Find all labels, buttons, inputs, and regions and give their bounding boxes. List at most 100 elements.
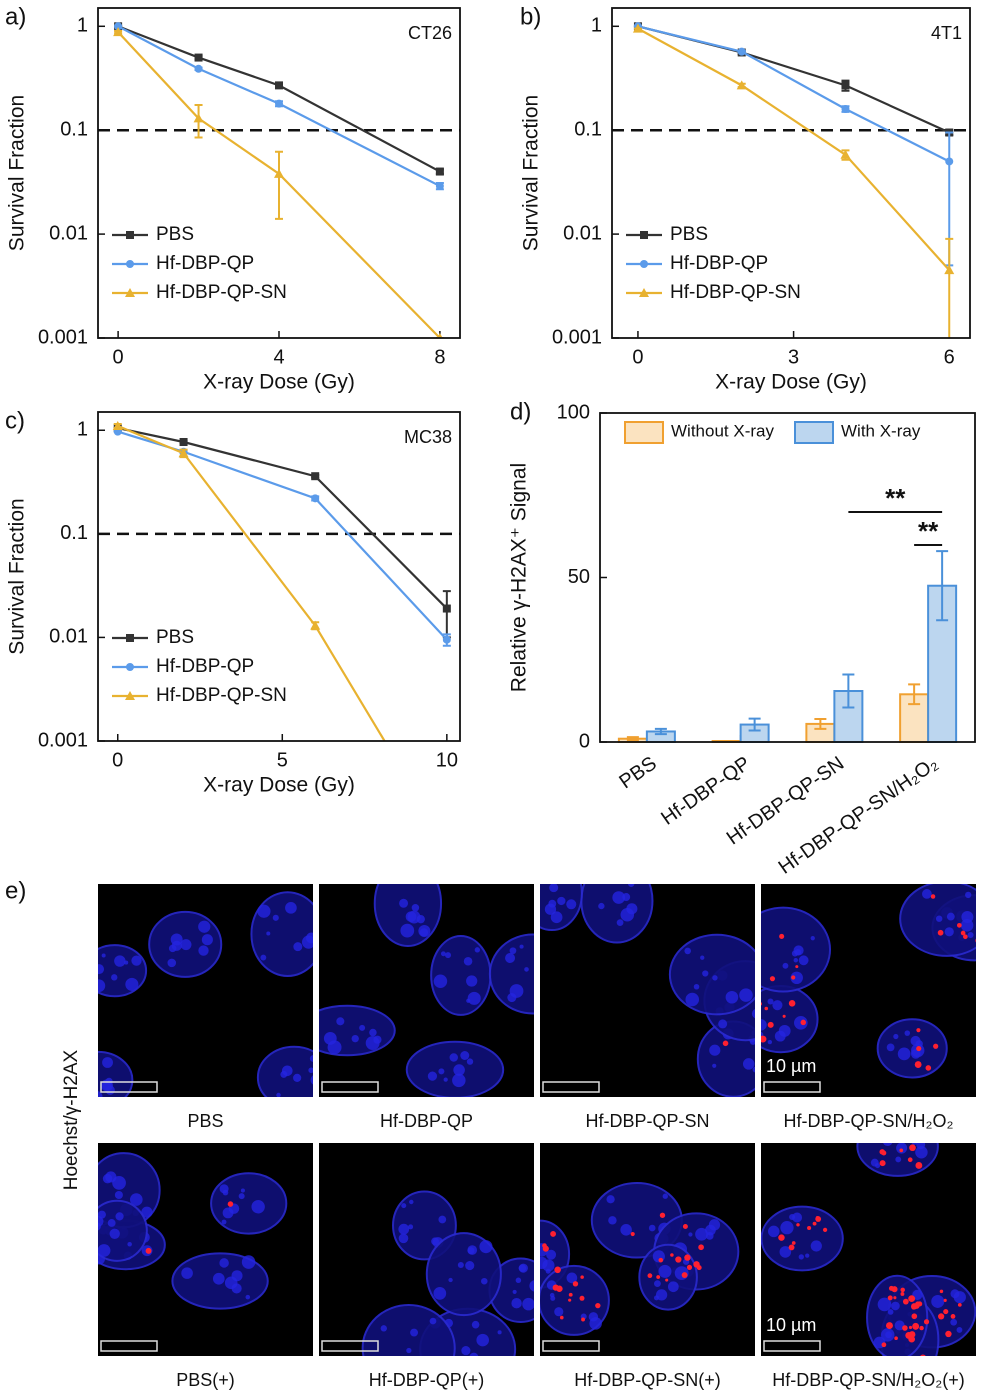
foci [879, 1149, 885, 1155]
x-axis-label: X-ray Dose (Gy) [203, 774, 355, 797]
foci [791, 1241, 796, 1245]
foci [912, 1322, 920, 1330]
chromatin [427, 1071, 438, 1081]
legend-swatch [794, 421, 834, 444]
chromatin [198, 920, 211, 933]
chromatin [685, 992, 700, 1007]
marker [125, 288, 135, 297]
micrograph [761, 884, 992, 1097]
chromatin [431, 1237, 440, 1246]
caption: PBS(+) [176, 1370, 235, 1390]
chromatin [429, 1317, 437, 1325]
chromatin [465, 1260, 475, 1271]
foci [559, 1315, 564, 1320]
scale-bar-label: 10 µm [766, 1056, 816, 1076]
nucleus [638, 1243, 698, 1311]
marker [275, 99, 283, 108]
chromatin [125, 977, 139, 991]
legend-swatch [624, 421, 664, 444]
chromatin [336, 1017, 345, 1026]
chromatin [545, 1268, 551, 1274]
foci [698, 1244, 704, 1251]
chromatin [810, 936, 815, 941]
chromatin [511, 1297, 522, 1309]
significance-label: ** [885, 483, 906, 513]
marker [311, 472, 320, 481]
chromatin [790, 971, 803, 985]
foci [761, 1002, 762, 1006]
marker [275, 81, 283, 90]
chromatin [411, 904, 420, 912]
chromatin [440, 951, 446, 957]
marker [442, 635, 451, 644]
chromatin [457, 1261, 464, 1269]
chromatin [201, 934, 213, 946]
chromatin [877, 1297, 892, 1312]
marker [736, 80, 747, 90]
marker [126, 231, 134, 239]
foci [764, 1006, 769, 1011]
foci [937, 929, 944, 936]
x-tick-label: Hf-DBP-QP [657, 752, 754, 829]
chromatin [98, 1244, 111, 1257]
chromatin [398, 1233, 409, 1244]
foci [899, 1148, 904, 1153]
chromatin [589, 1317, 602, 1330]
foci [658, 1257, 664, 1263]
series-line [637, 27, 951, 271]
chromatin [891, 1301, 900, 1311]
nucleus [899, 884, 976, 957]
nucleus [761, 1205, 844, 1272]
foci [900, 1287, 905, 1293]
chromatin [904, 1030, 911, 1036]
marker [194, 64, 203, 73]
series-line [117, 31, 441, 338]
chromatin [883, 1143, 893, 1146]
chromatin [548, 899, 557, 908]
chromatin [983, 910, 992, 923]
foci [779, 933, 785, 939]
foci [908, 1331, 916, 1338]
chromatin [629, 884, 634, 885]
chromatin [114, 1190, 123, 1200]
chromatin [452, 1073, 466, 1088]
chromatin [438, 1215, 447, 1224]
chromatin [895, 1156, 902, 1163]
plot-frame [97, 411, 461, 742]
chromatin [684, 947, 692, 955]
chromatin [870, 1158, 879, 1167]
chromatin [546, 1249, 557, 1260]
caption: Hf-DBP-QP-SN [585, 1111, 709, 1131]
chromatin [260, 954, 267, 961]
chromatin [519, 944, 524, 949]
chromatin [257, 904, 271, 918]
panel-label: d) [510, 398, 531, 425]
chromatin [219, 1258, 229, 1268]
error-bar [626, 736, 639, 742]
plot-area [632, 22, 955, 338]
error-bar [908, 683, 921, 706]
chromatin [700, 955, 705, 960]
chromatin [752, 1066, 755, 1073]
chromatin [779, 1246, 792, 1258]
plot-area [112, 420, 451, 741]
micrograph [98, 1143, 313, 1356]
y-tick-label: 0.1 [60, 522, 88, 544]
marker [126, 260, 134, 268]
foci [980, 937, 983, 940]
scale-bar [542, 1081, 600, 1093]
chromatin [466, 975, 478, 987]
marker [126, 634, 134, 642]
chromatin [789, 1213, 796, 1221]
chromatin [810, 1240, 822, 1252]
chromatin [767, 998, 774, 1005]
chromatin [461, 1346, 471, 1356]
chromatin [180, 939, 192, 951]
foci [788, 1000, 796, 1007]
chromatin [240, 1188, 245, 1193]
foci [630, 1231, 635, 1237]
marker [639, 288, 649, 297]
chromatin [245, 1294, 251, 1300]
chromatin [910, 1049, 921, 1059]
error-bar [936, 550, 949, 622]
